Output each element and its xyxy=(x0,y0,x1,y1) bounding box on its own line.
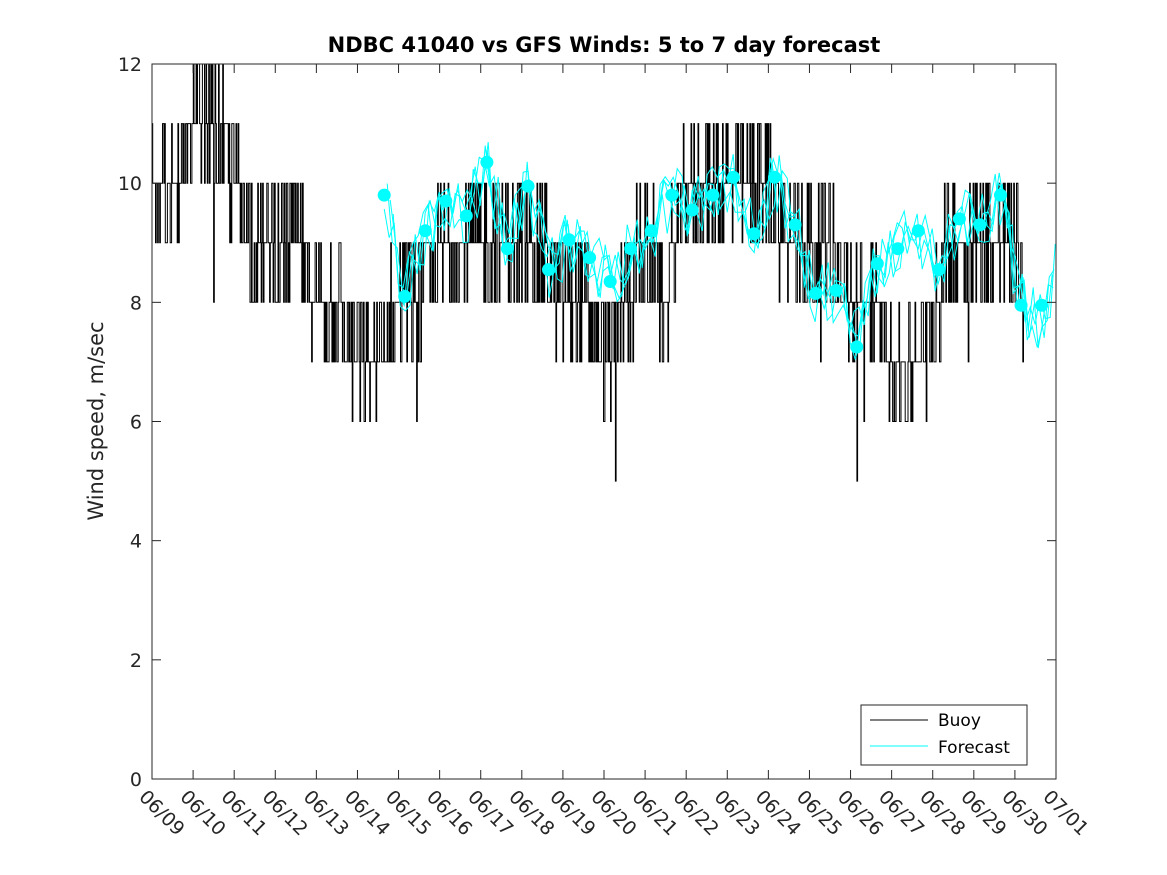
forecast-point xyxy=(500,242,514,256)
legend-buoy-label: Buoy xyxy=(938,711,981,731)
buoy-series-line xyxy=(152,63,1025,482)
forecast-point xyxy=(418,224,432,238)
forecast-point xyxy=(788,218,802,232)
y-axis-label: Wind speed, m/sec xyxy=(84,321,108,520)
forecast-point xyxy=(911,224,925,238)
y-tick-label: 12 xyxy=(118,54,142,76)
forecast-point xyxy=(644,224,658,238)
forecast-series-line-1 xyxy=(383,155,1055,338)
forecast-point xyxy=(952,212,966,226)
forecast-point xyxy=(665,188,679,202)
y-tick-label: 6 xyxy=(130,412,142,434)
forecast-point xyxy=(726,170,740,184)
forecast-point xyxy=(932,263,946,277)
y-tick-label: 0 xyxy=(130,769,142,791)
forecast-point xyxy=(850,340,864,354)
forecast-point xyxy=(521,179,535,193)
forecast-point xyxy=(747,227,761,241)
y-tick-label: 2 xyxy=(130,650,142,672)
marker-layer xyxy=(377,155,1049,354)
y-ticks: 0 2 4 6 8 10 12 xyxy=(118,54,1056,791)
forecast-point xyxy=(994,188,1007,202)
forecast-point xyxy=(603,275,617,288)
forecast-point xyxy=(480,155,494,169)
y-tick-label: 4 xyxy=(130,531,142,553)
forecast-point xyxy=(542,263,555,277)
forecast-point xyxy=(583,251,597,265)
legend: Buoy Forecast xyxy=(860,704,1028,766)
legend-forecast-label: Forecast xyxy=(938,738,1010,758)
forecast-point xyxy=(459,209,473,223)
forecast-point xyxy=(829,283,843,297)
chart-title: NDBC 41040 vs GFS Winds: 5 to 7 day fore… xyxy=(328,33,881,57)
forecast-series-line-3 xyxy=(389,145,1056,361)
forecast-point xyxy=(562,233,576,247)
forecast-series-line-2 xyxy=(386,150,1053,348)
forecast-point xyxy=(891,242,905,256)
legend-box xyxy=(860,704,1028,766)
forecast-point xyxy=(398,289,412,303)
y-tick-label: 8 xyxy=(130,292,142,314)
forecast-point xyxy=(768,170,781,184)
forecast-point xyxy=(1014,298,1028,312)
forecast-point xyxy=(377,188,391,202)
forecast-point xyxy=(706,188,720,202)
forecast-point xyxy=(870,257,884,271)
forecast-point xyxy=(1035,298,1049,312)
forecast-point xyxy=(973,218,987,232)
forecast-point xyxy=(439,194,453,208)
forecast-point xyxy=(685,203,699,217)
forecast-point xyxy=(624,242,638,256)
y-tick-label: 10 xyxy=(118,173,142,195)
forecast-point xyxy=(809,286,823,300)
